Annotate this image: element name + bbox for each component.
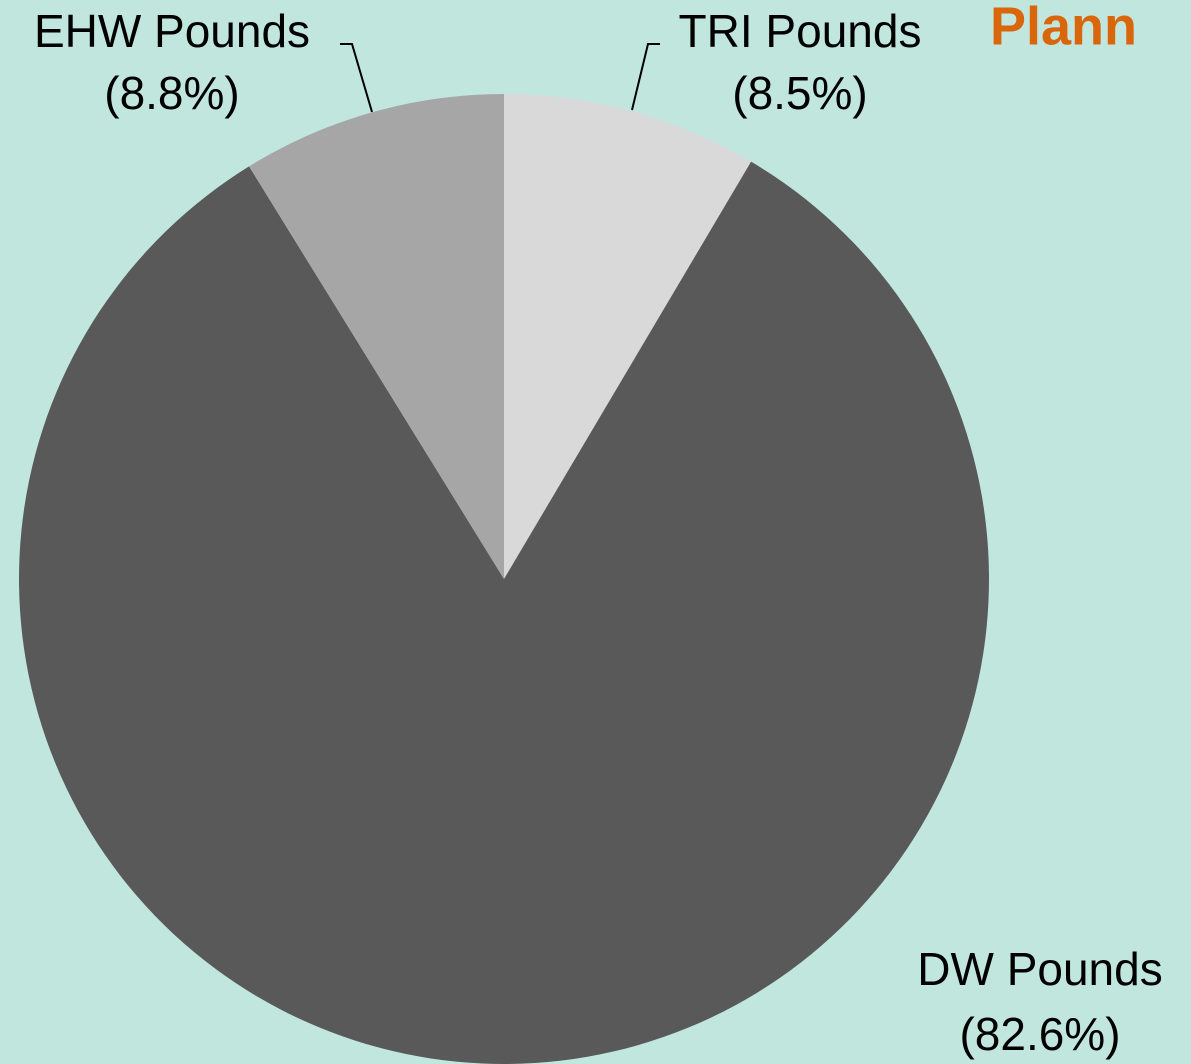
slice-value-label: (8.8%) xyxy=(104,67,239,119)
slice-value-label: (8.5%) xyxy=(732,67,867,119)
pie-slice xyxy=(504,94,752,579)
leader-line xyxy=(631,43,660,111)
slice-label: TRI Pounds xyxy=(679,5,922,57)
slice-label: EHW Pounds xyxy=(34,5,310,57)
slice-label: DW Pounds xyxy=(917,943,1162,995)
chart-title: Plann xyxy=(990,0,1137,56)
slice-value-label: (82.6%) xyxy=(959,1008,1120,1060)
pie-slice xyxy=(249,94,504,579)
pie-slice xyxy=(18,161,990,1064)
leader-line xyxy=(340,43,373,113)
slices xyxy=(18,94,990,1064)
